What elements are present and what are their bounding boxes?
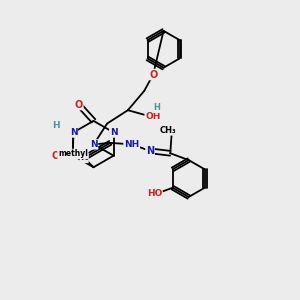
Text: H: H: [52, 122, 60, 130]
Text: O: O: [52, 151, 60, 160]
Text: N: N: [70, 128, 77, 137]
Text: N: N: [80, 153, 88, 162]
Text: O: O: [74, 100, 83, 110]
Text: N: N: [146, 146, 154, 156]
Text: O: O: [149, 70, 157, 80]
Text: OH: OH: [145, 112, 160, 121]
Text: methyl: methyl: [58, 149, 88, 158]
Text: N: N: [110, 128, 117, 137]
Text: HO: HO: [147, 189, 162, 198]
Text: H: H: [153, 103, 160, 112]
Text: N: N: [90, 140, 98, 149]
Text: CH₃: CH₃: [160, 126, 176, 135]
Text: NH: NH: [124, 140, 139, 149]
